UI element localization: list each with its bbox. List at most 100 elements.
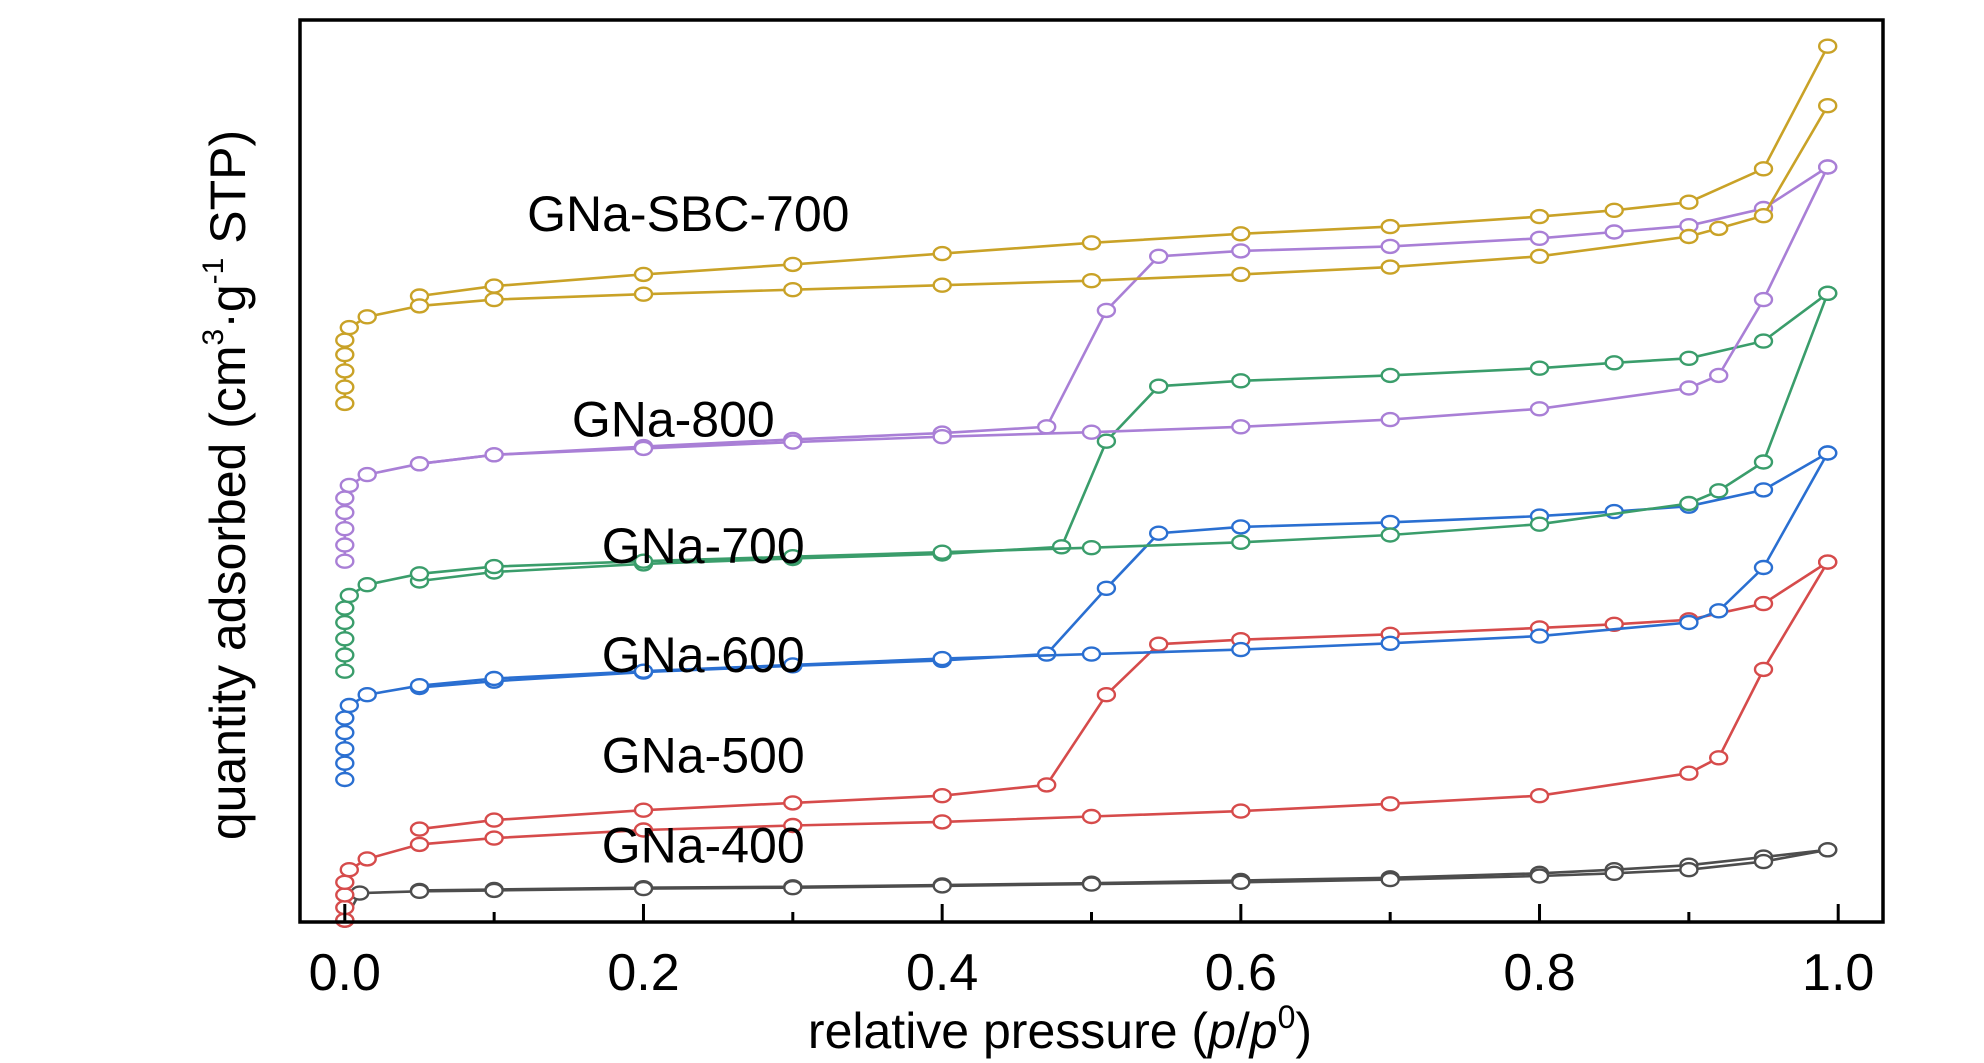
gna-700-adsorption-point bbox=[357, 577, 377, 593]
gna-400-adsorption-point bbox=[1081, 876, 1102, 892]
gna-sbc-700-adsorption-point bbox=[335, 379, 355, 395]
series-labels: GNa-400 GNa-500 GNa-600 GNa-700 GNa-800 GNa-S… bbox=[527, 186, 849, 873]
gna-400-adsorption-point bbox=[1753, 853, 1774, 870]
gna-600-desorption-point bbox=[1380, 514, 1400, 531]
series-gna-400 bbox=[335, 842, 1838, 928]
gna-800-adsorption-point bbox=[1679, 380, 1699, 396]
gna-500-desorption-point bbox=[783, 795, 803, 811]
gna-700-adsorption-point bbox=[1231, 534, 1251, 550]
gna-800-adsorption-point bbox=[783, 434, 803, 450]
gna-sbc-700-desorption-point bbox=[633, 266, 654, 283]
series-gna-500 bbox=[335, 554, 1838, 928]
gna-600-desorption-point bbox=[1096, 580, 1117, 596]
gna-500-adsorption-point bbox=[932, 814, 952, 830]
gna-400-adsorption-point bbox=[409, 883, 430, 899]
gna-sbc-700-adsorption-point bbox=[335, 363, 355, 379]
gna-sbc-700-adsorption-point bbox=[335, 346, 355, 363]
gna-800-adsorption-point bbox=[409, 456, 430, 472]
y-axis-title: quantity adsorbed (cm3·g-1 STP) bbox=[197, 130, 256, 840]
gna-500-adsorption-point bbox=[783, 817, 803, 834]
x-tick-label: 0.4 bbox=[906, 944, 978, 1002]
gna-800-adsorption-point bbox=[1081, 424, 1102, 440]
gna-700-desorption-point bbox=[1051, 539, 1072, 555]
gna-800-adsorption-point bbox=[1231, 419, 1251, 435]
series-label-gna-700: GNa-700 bbox=[602, 518, 805, 574]
plot-area bbox=[335, 38, 1838, 928]
gna-700-adsorption-point bbox=[1679, 495, 1699, 512]
gna-800-adsorption-point bbox=[335, 521, 355, 537]
gna-700-desorption-point bbox=[1753, 333, 1774, 349]
gna-sbc-700-desorption-point bbox=[1753, 161, 1774, 177]
gna-sbc-700-adsorption-point bbox=[484, 291, 504, 308]
gna-500-adsorption-point bbox=[1708, 750, 1729, 766]
gna-700-desorption-point bbox=[1679, 350, 1699, 366]
gna-600-adsorption-point bbox=[335, 755, 355, 771]
series-gna-800 bbox=[335, 159, 1838, 569]
gna-700-desorption-point bbox=[1231, 373, 1251, 389]
gna-sbc-700-adsorption-point bbox=[1753, 207, 1774, 224]
gna-sbc-700-desorption-point bbox=[1679, 194, 1699, 210]
gna-700-adsorption-point bbox=[335, 600, 355, 616]
gna-sbc-700-adsorption-point bbox=[335, 395, 355, 412]
x-tick-label: 0.6 bbox=[1205, 944, 1277, 1002]
gna-600-adsorption-point bbox=[1753, 559, 1774, 576]
series-gna-600 bbox=[335, 445, 1838, 788]
gna-700-adsorption-point bbox=[335, 663, 355, 679]
gna-sbc-700-desorption-point bbox=[1529, 208, 1550, 225]
gna-sbc-700-adsorption-point bbox=[1817, 97, 1838, 114]
gna-500-adsorption-point bbox=[335, 874, 355, 890]
gna-sbc-700-adsorption-point bbox=[1231, 266, 1251, 283]
gna-700-desorption-point bbox=[1148, 378, 1169, 394]
gna-600-adsorption-point bbox=[357, 687, 377, 703]
gna-800-adsorption-point bbox=[633, 440, 654, 457]
gna-500-adsorption-point bbox=[357, 851, 377, 867]
gna-sbc-700-adsorption-point bbox=[1081, 273, 1102, 289]
gna-sbc-700-desorption-point bbox=[783, 256, 803, 273]
gna-500-desorption-point bbox=[1604, 616, 1624, 632]
gna-500-desorption-line bbox=[419, 561, 1829, 831]
gna-400-adsorption-point bbox=[1380, 871, 1400, 888]
gna-600-adsorption-point bbox=[1529, 628, 1550, 644]
x-tick-label: 0.2 bbox=[607, 944, 679, 1002]
series-gna-sbc-700 bbox=[335, 38, 1838, 412]
gna-700-adsorption-point bbox=[1380, 527, 1400, 543]
gna-500-desorption-point bbox=[1096, 687, 1117, 703]
gna-400-adsorption-point bbox=[1231, 874, 1251, 890]
gna-800-adsorption-point bbox=[335, 504, 355, 521]
gna-600-adsorption-point bbox=[335, 724, 355, 741]
gna-400-adsorption-point bbox=[1604, 865, 1624, 881]
gna-600-adsorption-point bbox=[335, 741, 355, 757]
gna-600-adsorption-point bbox=[1679, 614, 1699, 631]
gna-800-desorption-point bbox=[1380, 238, 1400, 255]
gna-400-adsorption-point bbox=[783, 880, 803, 896]
gna-500-desorption-point bbox=[409, 821, 430, 837]
gna-sbc-700-adsorption-point bbox=[1708, 220, 1729, 237]
gna-800-adsorption-point bbox=[1817, 159, 1838, 175]
gna-600-adsorption-point bbox=[335, 771, 355, 788]
gna-800-adsorption-point bbox=[1380, 411, 1400, 428]
gna-sbc-700-adsorption-point bbox=[783, 282, 803, 298]
gna-600-adsorption-point bbox=[1708, 603, 1729, 619]
gna-700-desorption-point bbox=[1096, 433, 1117, 449]
gna-sbc-700-adsorption-point bbox=[335, 332, 355, 348]
gna-800-adsorption-point bbox=[484, 447, 504, 463]
gna-600-adsorption-point bbox=[1231, 641, 1251, 658]
gna-600-adsorption-point bbox=[1817, 445, 1838, 461]
gna-sbc-700-adsorption-point bbox=[633, 286, 654, 302]
gna-500-desorption-point bbox=[633, 802, 654, 818]
gna-800-desorption-point bbox=[1231, 243, 1251, 259]
gna-800-adsorption-point bbox=[1529, 401, 1550, 417]
gna-sbc-700-adsorption-point bbox=[1679, 228, 1699, 245]
gna-600-adsorption-point bbox=[409, 678, 430, 694]
gna-700-adsorption-point bbox=[932, 544, 952, 560]
gna-800-desorption-point bbox=[1529, 230, 1550, 247]
gna-800-adsorption-point bbox=[357, 466, 377, 483]
gna-800-desorption-point bbox=[1036, 419, 1057, 435]
gna-600-adsorption-point bbox=[932, 650, 952, 667]
gna-800-adsorption-point bbox=[339, 477, 359, 494]
gna-700-adsorption-point bbox=[783, 549, 803, 565]
gna-700-desorption-point bbox=[1529, 360, 1550, 376]
gna-500-adsorption-point bbox=[409, 836, 430, 853]
